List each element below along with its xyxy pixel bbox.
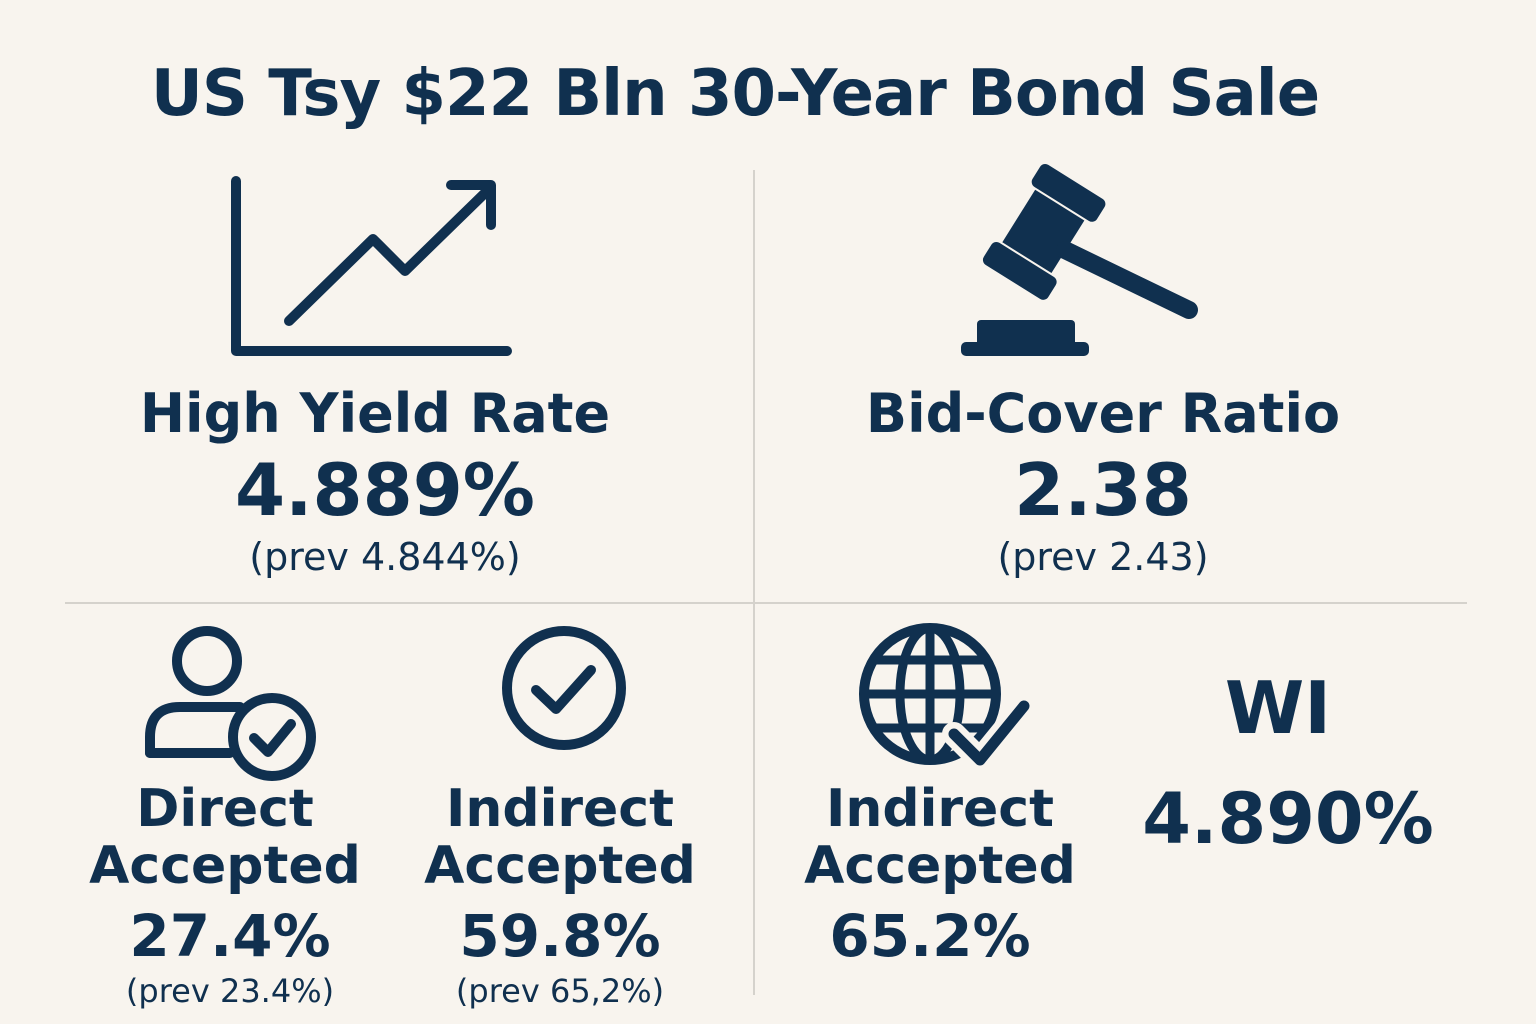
user-check-icon <box>145 626 316 781</box>
indirect-label-line2: Accepted <box>424 836 696 896</box>
wi-value: 4.890% <box>1142 778 1434 860</box>
wi-label: WI <box>1224 666 1332 750</box>
bid-cover-prev: (prev 2.43) <box>997 535 1209 579</box>
high-yield-value: 4.889% <box>235 448 535 532</box>
vertical-divider <box>753 170 755 995</box>
horizontal-divider <box>65 602 1467 604</box>
trending-up-chart-icon <box>231 176 512 356</box>
gavel-icon <box>961 164 1198 356</box>
indirect-label-line1: Indirect <box>445 779 674 839</box>
high-yield-prev: (prev 4.844%) <box>249 535 521 579</box>
bid-cover-value: 2.38 <box>1014 448 1192 532</box>
page-title: US Tsy $22 Bln 30-Year Bond Sale <box>150 57 1320 131</box>
globe-check-icon <box>859 623 1036 772</box>
direct-label-line1: Direct <box>136 779 314 839</box>
indirect-value: 59.8% <box>459 902 661 970</box>
direct-label-line2: Accepted <box>89 836 361 896</box>
indirect-2-label-line1: Indirect <box>825 779 1054 839</box>
direct-value: 27.4% <box>129 902 331 970</box>
indirect-2-value: 65.2% <box>829 902 1031 970</box>
check-circle-icon <box>502 626 626 750</box>
high-yield-label: High Yield Rate <box>139 382 611 445</box>
indirect-prev: (prev 65,2%) <box>455 972 665 1010</box>
direct-prev: (prev 23.4%) <box>125 972 335 1010</box>
indirect-2-label-line2: Accepted <box>804 836 1076 896</box>
bid-cover-label: Bid-Cover Ratio <box>865 382 1341 445</box>
